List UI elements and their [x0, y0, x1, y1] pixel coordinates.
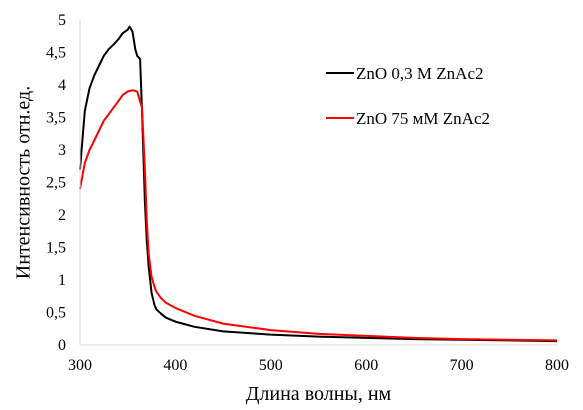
x-tick-label: 400 [163, 357, 187, 374]
series-line-1 [79, 25, 558, 343]
y-tick-label: 3 [58, 142, 66, 159]
y-tick-label: 0,5 [46, 305, 66, 322]
y-tick-label: 4,5 [46, 45, 66, 62]
legend-label-1: ZnO 0,3 M ZnAc2 [356, 64, 483, 83]
y-tick-label: 2,5 [46, 175, 66, 192]
y-tick-label: 3,5 [46, 110, 66, 127]
x-tick-label: 700 [450, 357, 474, 374]
y-axis-title: Интенсивность отн.ед. [13, 86, 35, 279]
legend-label-2: ZnO 75 мМ ZnAc2 [356, 109, 490, 128]
tick-labels: 300 400 500 600 700 800 0 0,5 1 1,5 2 2,5 3 3,5 4 4,5 5 [46, 12, 569, 374]
legend: ZnO 0,3 M ZnAc2 ZnO 75 мМ ZnAc2 [326, 64, 490, 128]
y-tick-label: 5 [58, 12, 66, 29]
plot-area [79, 25, 558, 343]
x-tick-label: 800 [545, 357, 569, 374]
y-tick-label: 4 [58, 77, 66, 94]
y-tick-label: 0 [58, 337, 66, 354]
x-tick-label: 600 [354, 357, 378, 374]
y-tick-label: 1,5 [46, 240, 66, 257]
axes [79, 20, 557, 346]
x-tick-label: 300 [68, 357, 92, 374]
series-line-2 [79, 89, 558, 342]
x-tick-label: 500 [259, 357, 283, 374]
y-tick-label: 2 [58, 207, 66, 224]
x-axis-title: Длина волны, нм [246, 383, 392, 405]
y-tick-label: 1 [58, 272, 66, 289]
